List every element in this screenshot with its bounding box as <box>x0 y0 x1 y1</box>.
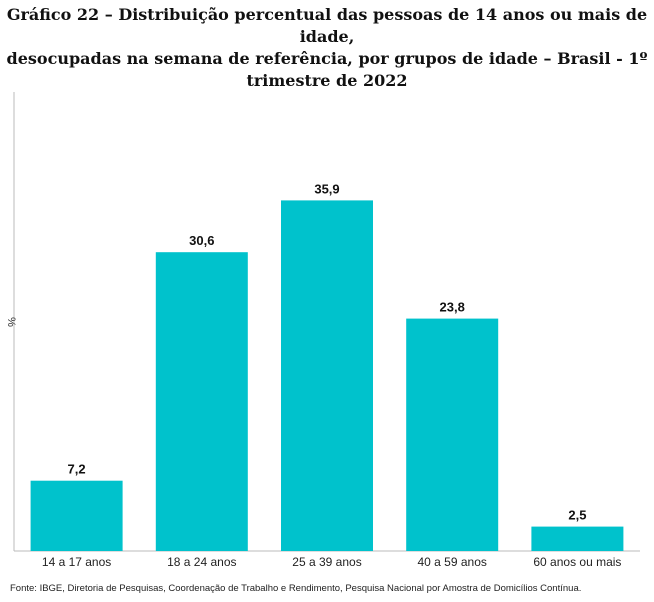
bar-4 <box>406 318 499 551</box>
bar-5 <box>531 526 624 551</box>
chart-title-line-2: desocupadas na semana de referência, por… <box>6 49 648 68</box>
x-tick-label-1: 14 a 17 anos <box>42 555 111 569</box>
bar-value-label-3: 35,9 <box>314 181 339 196</box>
x-tick-label-3: 25 a 39 anos <box>292 555 361 569</box>
chart-title-line-3: trimestre de 2022 <box>246 71 408 90</box>
y-axis-label: % <box>5 317 17 327</box>
bar-2 <box>155 252 248 551</box>
x-tick-label-2: 18 a 24 anos <box>167 555 236 569</box>
source-note: Fonte: IBGE, Diretoria de Pesquisas, Coo… <box>10 583 582 594</box>
x-tick-label-5: 60 anos ou mais <box>533 555 621 569</box>
bar-1 <box>30 480 123 551</box>
bar-value-label-2: 30,6 <box>189 233 214 248</box>
chart-title: Gráfico 22 – Distribuição percentual das… <box>0 4 654 92</box>
x-tick-label-4: 40 a 59 anos <box>417 555 486 569</box>
chart-title-line-1: Gráfico 22 – Distribuição percentual das… <box>6 5 648 46</box>
bar-chart: % 7,2 14 a 17 anos 30,6 18 a 24 anos 35,9 25 … <box>5 92 640 569</box>
bar-value-label-1: 7,2 <box>68 462 86 477</box>
bar-value-label-4: 23,8 <box>440 300 465 315</box>
bars-group: 7,2 14 a 17 anos 30,6 18 a 24 anos 35,9 25 a … <box>30 181 624 569</box>
bar-3 <box>281 200 373 551</box>
bar-value-label-5: 2,5 <box>568 508 586 523</box>
